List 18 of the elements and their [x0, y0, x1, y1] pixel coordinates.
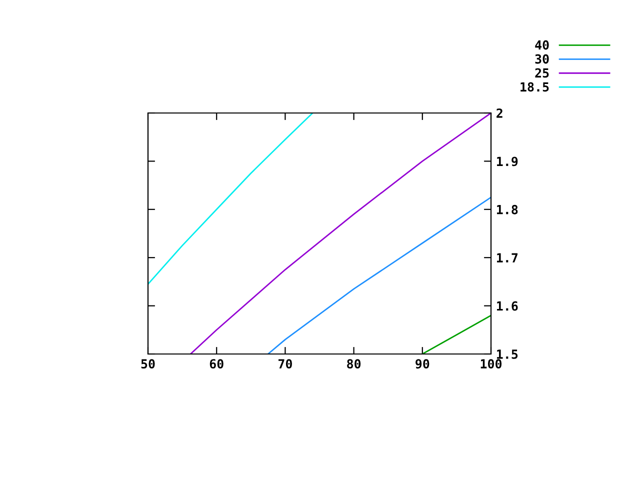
- legend-label: 25: [535, 68, 549, 78]
- x-tick-label: 70: [278, 359, 292, 369]
- x-tick-label: 60: [210, 359, 224, 369]
- y-tick-label: 1.8: [497, 204, 518, 214]
- x-tick-label: 50: [141, 359, 155, 369]
- legend-label: 30: [535, 54, 549, 64]
- x-tick-label: 100: [480, 359, 502, 369]
- y-tick-label: 2: [496, 108, 502, 118]
- y-tick-label: 1.7: [497, 253, 518, 262]
- y-tick-label: 1.6: [497, 301, 518, 311]
- y-tick-label: 1.5: [497, 350, 518, 359]
- line-series: [148, 113, 314, 285]
- legend-label: 40: [535, 40, 549, 50]
- y-tick-label: 1.9: [497, 156, 518, 166]
- x-tick-label: 90: [416, 359, 430, 369]
- line-series: [267, 196, 491, 354]
- legend-label: 18.5: [520, 82, 549, 92]
- x-tick-label: 80: [347, 359, 361, 369]
